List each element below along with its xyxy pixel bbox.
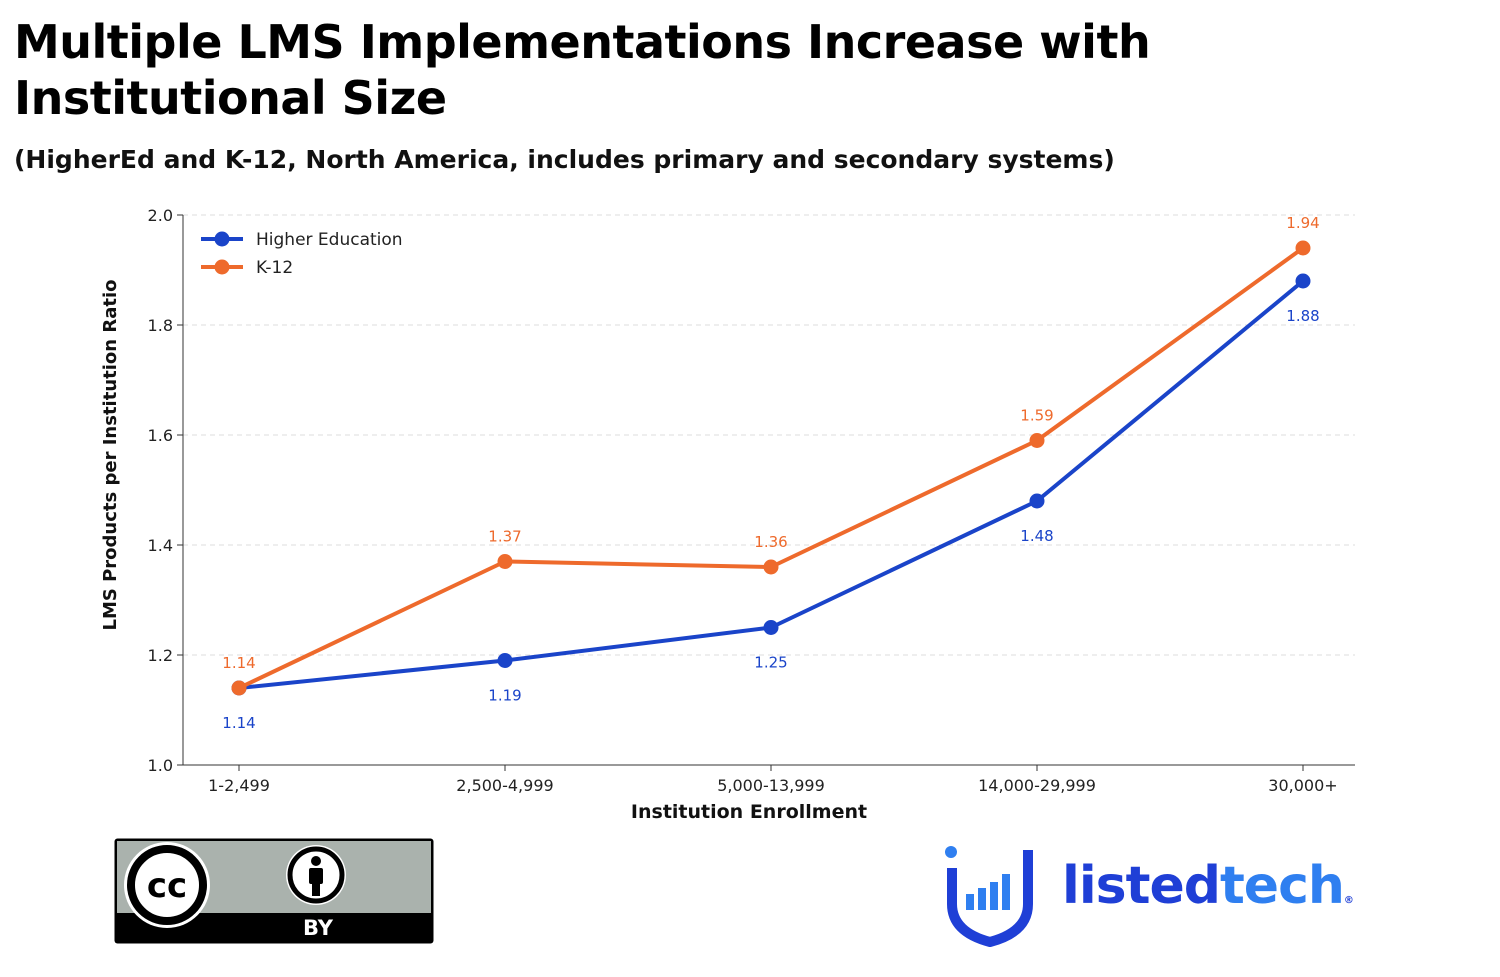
line-chart: 1.0 1.2 1.4 1.6 1.8 2.0 1-2,499 2,500-4,999 5,00… — [100, 206, 1355, 823]
legend-marker — [214, 259, 230, 275]
data-label: 1.14 — [222, 654, 255, 672]
data-label: 1.88 — [1286, 307, 1319, 325]
data-point — [1295, 240, 1311, 256]
chart-title: Multiple LMS Implementations Increase wi… — [14, 15, 1151, 125]
data-point — [1029, 493, 1045, 509]
data-label: 1.36 — [754, 533, 787, 551]
y-tick-label: 1.2 — [148, 646, 173, 665]
data-label: 1.25 — [754, 654, 787, 672]
registered-mark: ® — [1343, 895, 1354, 906]
chart-subtitle: (HigherEd and K-12, North America, inclu… — [14, 145, 1115, 174]
data-label: 1.14 — [222, 714, 255, 732]
data-point — [763, 559, 779, 575]
listedtech-shield-bars-icon — [945, 846, 1033, 947]
data-point — [763, 620, 779, 635]
cc-by-license-badge: cc BY — [114, 838, 434, 944]
cc-badge-text: cc — [147, 866, 187, 906]
x-axis-title: Institution Enrollment — [631, 801, 867, 823]
listedtech-wordmark: listedtech® — [1062, 856, 1354, 916]
data-label: 1.48 — [1020, 527, 1053, 545]
data-point — [1295, 273, 1311, 289]
data-label: 1.59 — [1020, 407, 1053, 425]
axes: 1.0 1.2 1.4 1.6 1.8 2.0 1-2,499 2,500-4,999 5,00… — [100, 206, 1355, 823]
y-tick-label: 1.4 — [148, 536, 173, 555]
brand-name-part1: listed — [1062, 856, 1221, 916]
data-label: 1.94 — [1286, 214, 1319, 232]
legend-label: K-12 — [256, 258, 293, 278]
series — [231, 240, 1311, 696]
data-point — [497, 554, 513, 569]
creative-commons-icon: cc — [124, 842, 210, 928]
x-tick-label: 2,500-4,999 — [456, 776, 553, 795]
brand-name-part2: tech — [1219, 856, 1345, 916]
data-labels: 1.14 1.19 1.25 1.48 1.88 1.14 1.37 1.36 1.59 1.94 — [222, 214, 1319, 732]
data-label: 1.37 — [488, 528, 521, 546]
legend: Higher Education K-12 — [201, 230, 403, 278]
y-tick-label: 1.0 — [148, 756, 173, 775]
gridlines — [183, 214, 1355, 656]
y-axis-title: LMS Products per Institution Ratio — [100, 279, 121, 630]
data-point — [497, 653, 513, 668]
y-tick-label: 2.0 — [148, 206, 173, 225]
x-tick-label: 5,000-13,999 — [717, 776, 825, 795]
data-point — [231, 680, 247, 696]
data-label: 1.19 — [488, 687, 521, 705]
attribution-person-icon — [286, 845, 346, 905]
x-tick-label: 14,000-29,999 — [978, 776, 1096, 795]
legend-label: Higher Education — [256, 230, 403, 250]
data-point — [1029, 433, 1045, 448]
x-tick-label: 1-2,499 — [208, 776, 270, 795]
y-tick-label: 1.8 — [148, 316, 173, 335]
y-tick-label: 1.6 — [148, 426, 173, 445]
legend-marker — [214, 231, 230, 247]
listedtech-logo: listedtech® — [940, 842, 1400, 947]
x-tick-label: 30,000+ — [1268, 776, 1337, 795]
by-badge-text: BY — [303, 916, 334, 940]
